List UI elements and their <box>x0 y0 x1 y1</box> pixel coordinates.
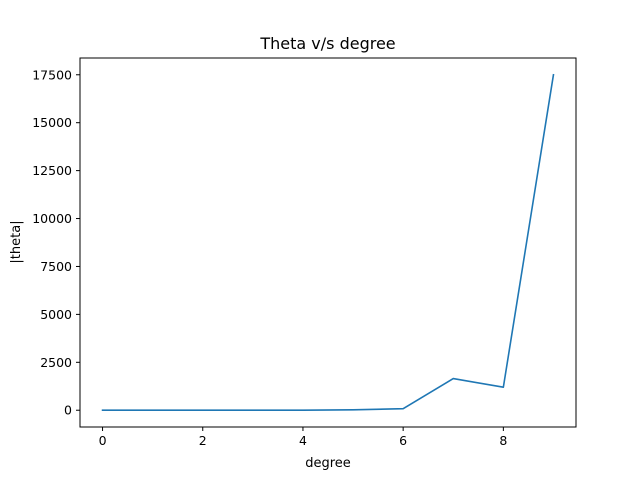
x-tick-label: 6 <box>399 433 407 448</box>
y-tick-label: 7500 <box>40 259 72 274</box>
chart-title: Theta v/s degree <box>259 34 395 53</box>
x-ticks: 0 2 4 6 8 <box>99 427 507 448</box>
y-tick-label: 15000 <box>32 115 72 130</box>
y-ticks: 0 2500 5000 7500 10000 12500 15000 17500 <box>32 67 80 418</box>
y-tick-label: 10000 <box>32 211 72 226</box>
y-tick-label: 17500 <box>32 67 72 82</box>
y-axis-label: |theta| <box>9 220 24 263</box>
series-line <box>101 73 555 412</box>
y-tick-label: 2500 <box>40 355 72 370</box>
y-tick-label: 0 <box>64 403 72 418</box>
x-axis-label: degree <box>305 456 351 471</box>
y-tick-label: 12500 <box>32 163 72 178</box>
x-tick-label: 2 <box>199 433 207 448</box>
x-tick-label: 0 <box>99 433 107 448</box>
x-tick-label: 4 <box>299 433 307 448</box>
y-tick-label: 5000 <box>40 307 72 322</box>
plot-area <box>79 57 577 428</box>
x-tick-label: 8 <box>499 433 507 448</box>
